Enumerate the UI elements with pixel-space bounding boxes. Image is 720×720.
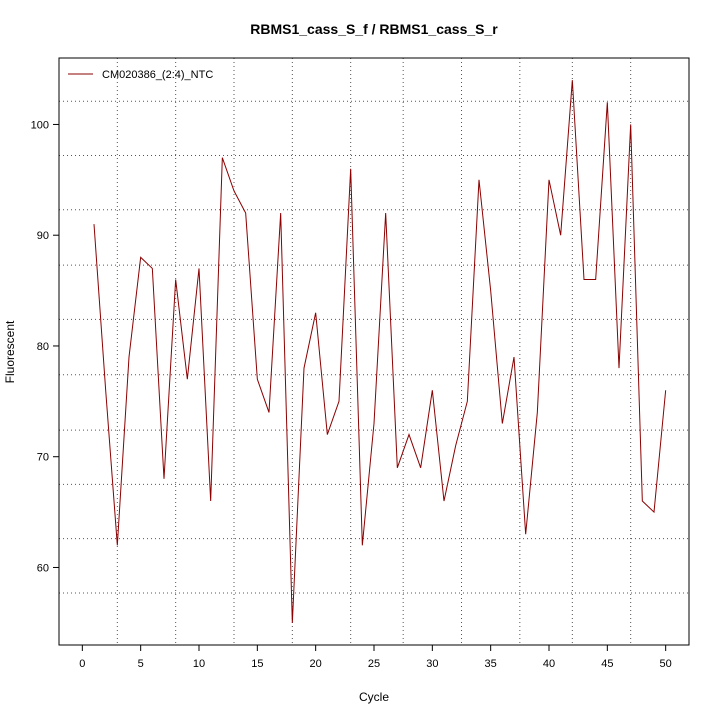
legend: CM020386_(2:4)_NTC	[68, 69, 213, 81]
x-tick-label: 15	[251, 658, 263, 670]
x-tick-label: 0	[79, 658, 85, 670]
y-tick-label: 100	[31, 119, 49, 131]
series-layer	[93, 80, 667, 623]
y-tick-label: 70	[37, 452, 49, 464]
chart-title: RBMS1_cass_S_f / RBMS1_cass_S_r	[250, 21, 498, 37]
x-axis-label: Cycle	[359, 690, 389, 704]
y-tick-label: 90	[37, 230, 49, 242]
x-tick-label: 25	[368, 658, 380, 670]
series-line	[93, 80, 667, 623]
x-tick-label: 5	[138, 658, 144, 670]
x-tick-label: 40	[543, 658, 555, 670]
y-axis-label: Fluorescent	[3, 320, 17, 383]
x-tick-label: 20	[310, 658, 322, 670]
x-axis: 0 5 10 15 20 25 30 35 40 45 50	[79, 645, 672, 670]
x-tick-label: 30	[426, 658, 438, 670]
x-tick-label: 35	[485, 658, 497, 670]
y-tick-label: 60	[37, 562, 49, 574]
x-tick-label: 45	[601, 658, 613, 670]
y-axis: 60 70 80 90 100	[31, 119, 59, 574]
y-tick-label: 80	[37, 341, 49, 353]
grid-lines	[59, 58, 689, 645]
plot-frame	[58, 57, 690, 646]
x-tick-label: 10	[193, 658, 205, 670]
legend-entry: CM020386_(2:4)_NTC	[102, 69, 213, 81]
x-tick-label: 50	[660, 658, 672, 670]
